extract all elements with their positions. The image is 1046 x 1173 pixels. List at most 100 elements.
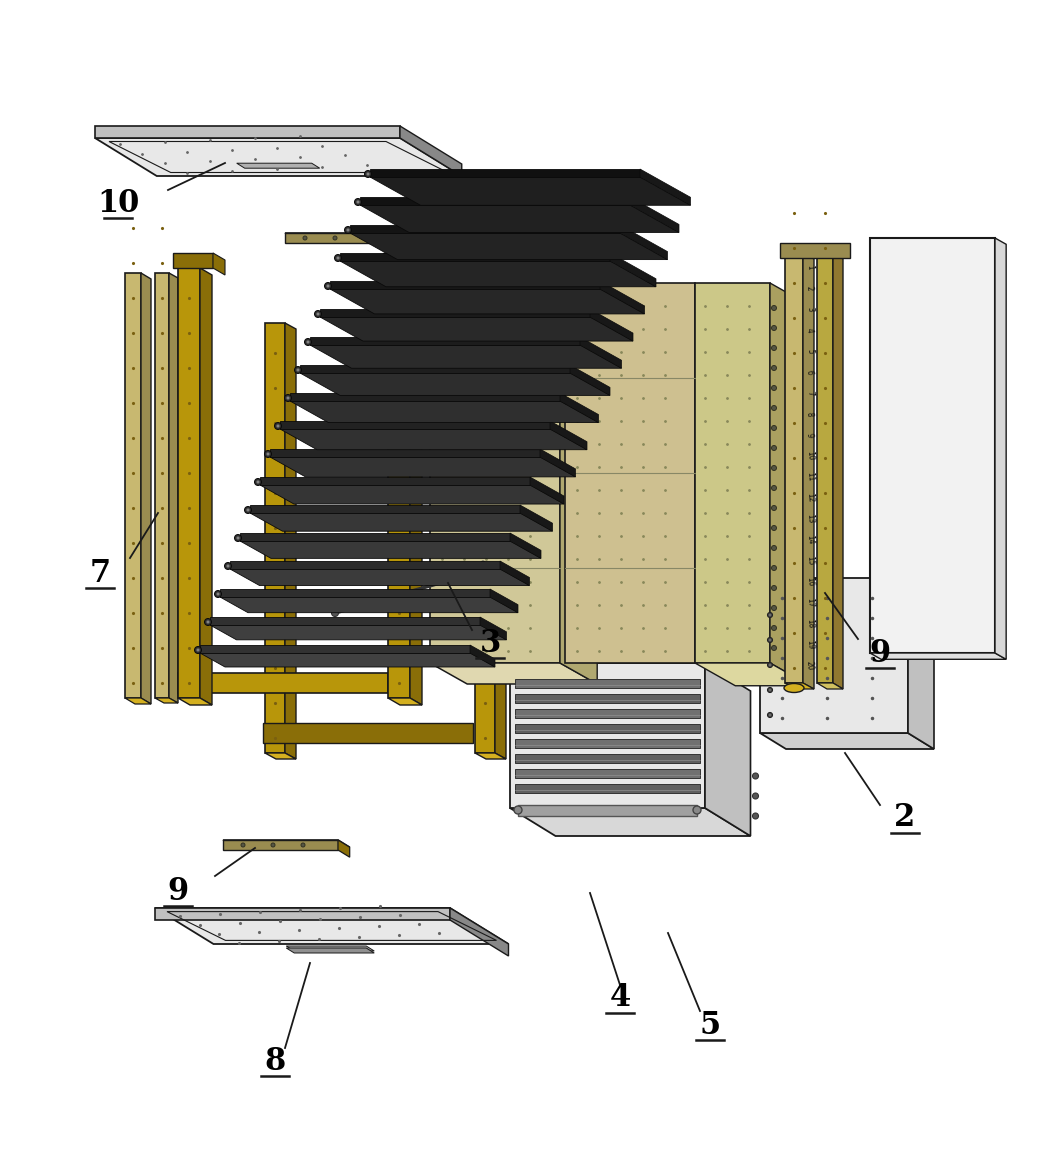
Ellipse shape (346, 229, 349, 231)
Ellipse shape (287, 396, 290, 400)
Polygon shape (200, 653, 495, 667)
Ellipse shape (772, 366, 776, 371)
Text: 8: 8 (805, 412, 815, 416)
Polygon shape (95, 126, 400, 138)
Polygon shape (475, 323, 495, 753)
Text: 3: 3 (805, 306, 815, 312)
Ellipse shape (326, 285, 329, 287)
Ellipse shape (693, 806, 701, 814)
Polygon shape (360, 197, 630, 205)
Ellipse shape (256, 481, 259, 483)
Ellipse shape (306, 340, 310, 344)
Polygon shape (200, 645, 470, 653)
Polygon shape (270, 449, 540, 457)
Polygon shape (600, 282, 644, 314)
Polygon shape (270, 457, 575, 477)
Text: 5: 5 (700, 1010, 721, 1040)
Text: 16: 16 (805, 577, 815, 588)
Ellipse shape (245, 507, 251, 514)
Text: 19: 19 (805, 639, 815, 650)
Ellipse shape (514, 806, 522, 814)
Text: 2: 2 (894, 802, 915, 834)
Polygon shape (530, 477, 564, 504)
Ellipse shape (234, 535, 242, 542)
Polygon shape (640, 169, 690, 205)
Polygon shape (565, 283, 695, 663)
Ellipse shape (769, 714, 771, 716)
Polygon shape (515, 784, 700, 793)
Polygon shape (383, 253, 423, 267)
Polygon shape (550, 421, 587, 449)
Ellipse shape (285, 394, 292, 401)
Polygon shape (510, 663, 705, 808)
Polygon shape (155, 273, 169, 698)
Polygon shape (410, 267, 422, 705)
Polygon shape (290, 393, 560, 401)
Polygon shape (540, 449, 575, 477)
Ellipse shape (772, 346, 776, 351)
Polygon shape (817, 683, 843, 689)
Polygon shape (480, 617, 506, 639)
Polygon shape (908, 578, 934, 750)
Polygon shape (784, 683, 814, 689)
Ellipse shape (768, 663, 773, 667)
Polygon shape (388, 267, 410, 698)
Polygon shape (400, 233, 413, 251)
Polygon shape (210, 625, 506, 639)
Ellipse shape (364, 170, 371, 177)
Ellipse shape (481, 561, 485, 565)
Text: 20: 20 (805, 660, 815, 671)
Polygon shape (515, 754, 700, 762)
Ellipse shape (772, 605, 776, 610)
Polygon shape (370, 169, 640, 177)
Polygon shape (760, 578, 908, 733)
Text: 18: 18 (805, 619, 815, 629)
Ellipse shape (338, 601, 342, 605)
Polygon shape (470, 645, 495, 667)
Ellipse shape (324, 283, 332, 290)
Polygon shape (173, 253, 213, 267)
Ellipse shape (772, 426, 776, 430)
Ellipse shape (784, 684, 804, 692)
Polygon shape (340, 253, 610, 262)
Ellipse shape (205, 618, 211, 625)
Ellipse shape (335, 255, 341, 262)
Polygon shape (870, 238, 995, 653)
Ellipse shape (772, 305, 776, 311)
Ellipse shape (768, 712, 773, 718)
Text: 9: 9 (167, 875, 188, 907)
Text: 10: 10 (97, 188, 139, 218)
Text: 3: 3 (479, 628, 501, 658)
Ellipse shape (366, 172, 369, 176)
Ellipse shape (217, 592, 220, 596)
Ellipse shape (295, 366, 301, 373)
Text: 12: 12 (805, 493, 815, 503)
Ellipse shape (772, 545, 776, 550)
Text: 4: 4 (805, 327, 815, 333)
Polygon shape (450, 908, 508, 956)
Ellipse shape (772, 625, 776, 631)
Polygon shape (320, 317, 633, 341)
Polygon shape (223, 840, 338, 850)
Text: 6: 6 (805, 369, 815, 375)
Polygon shape (285, 233, 400, 243)
Polygon shape (126, 698, 151, 704)
Polygon shape (340, 262, 656, 286)
Polygon shape (300, 373, 610, 395)
Text: 1: 1 (805, 264, 815, 270)
Ellipse shape (197, 649, 200, 651)
Ellipse shape (303, 236, 306, 240)
Ellipse shape (772, 466, 776, 470)
Ellipse shape (768, 637, 773, 643)
Polygon shape (350, 233, 667, 259)
Ellipse shape (357, 201, 360, 203)
Polygon shape (590, 308, 633, 341)
Polygon shape (230, 569, 529, 585)
Polygon shape (126, 273, 141, 698)
Polygon shape (495, 323, 506, 759)
Polygon shape (220, 597, 518, 612)
Ellipse shape (301, 843, 305, 847)
Ellipse shape (772, 406, 776, 411)
Polygon shape (400, 126, 461, 176)
Polygon shape (803, 253, 814, 689)
